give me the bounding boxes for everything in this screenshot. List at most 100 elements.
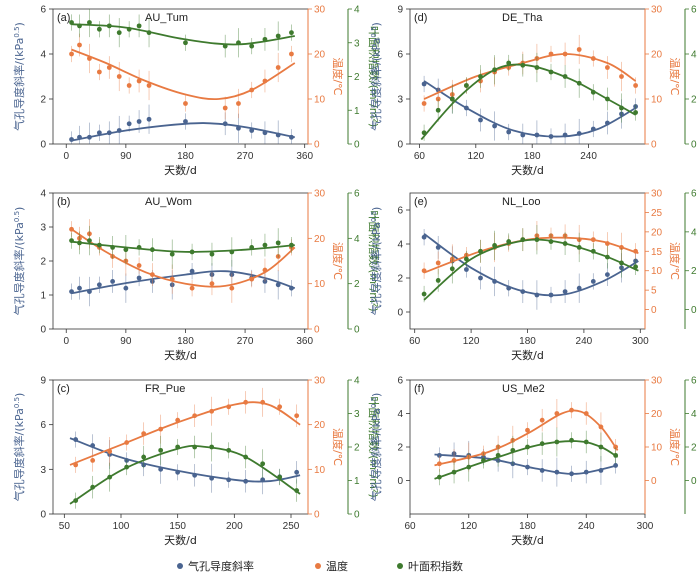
panel-label: (b) bbox=[57, 196, 70, 208]
y-left-tick-label: 3 bbox=[40, 465, 46, 476]
slope-point bbox=[275, 282, 281, 288]
lai-point bbox=[464, 83, 469, 88]
temp-point bbox=[236, 101, 241, 106]
x-tick-label: 180 bbox=[519, 336, 536, 347]
slope-point bbox=[96, 282, 102, 288]
x-tick-label: 150 bbox=[169, 521, 186, 532]
slope-point bbox=[492, 123, 497, 129]
temp-tick-label: 20 bbox=[314, 420, 326, 431]
lai-point bbox=[289, 30, 294, 36]
y-left-tick-label: 9 bbox=[397, 5, 403, 16]
x-tick-label: 90 bbox=[120, 336, 132, 347]
chart-panel-AU_Wom: (b) AU_Wom 0 90 180 270 360 天数/d 0 1 2 3 4 气孔导度斜率/(kP… bbox=[12, 189, 381, 363]
slope-point bbox=[506, 129, 512, 135]
y-left-tick-label: 6 bbox=[397, 50, 403, 61]
temp-point bbox=[116, 74, 122, 79]
lai-axis-label: 叶面积指数/(m²/m²) bbox=[367, 26, 381, 127]
temp-tick-label: 20 bbox=[651, 227, 663, 238]
temp-axis-label: 温度/℃ bbox=[331, 242, 345, 280]
lai-point bbox=[87, 20, 92, 25]
y-left-tick-label: 2 bbox=[40, 257, 46, 268]
y-left-tick-label: 0 bbox=[40, 140, 46, 151]
slope-point bbox=[136, 119, 142, 124]
lai-point bbox=[169, 251, 175, 257]
panel-label: (d) bbox=[414, 12, 427, 24]
temp-tick-label: 25 bbox=[651, 208, 663, 219]
temp-tick-label: 30 bbox=[651, 189, 663, 200]
y-left-axis-label: 气孔导度斜率/(kPa0.5) bbox=[12, 207, 26, 316]
lai-point bbox=[435, 107, 441, 113]
site-title: DE_Tha bbox=[502, 12, 543, 24]
y-left-tick-label: 4 bbox=[40, 50, 46, 61]
x-axis-label: 天数/d bbox=[511, 534, 544, 547]
plot-frame bbox=[52, 192, 309, 330]
temp-tick-label: 20 bbox=[651, 409, 663, 420]
panel-label: (e) bbox=[414, 196, 427, 208]
temp-point bbox=[90, 458, 96, 463]
temp-point bbox=[277, 404, 283, 410]
temp-point bbox=[136, 78, 142, 84]
x-tick-label: 50 bbox=[59, 521, 71, 532]
y-left-tick-label: 2 bbox=[397, 443, 403, 454]
slope-point bbox=[464, 267, 469, 272]
slope-point bbox=[562, 289, 568, 294]
lai-tick-label: 2 bbox=[354, 443, 360, 454]
lai-tick-label: 4 bbox=[691, 50, 697, 61]
slope-fit-line bbox=[434, 453, 618, 475]
temp-point bbox=[294, 413, 300, 419]
legend-marker-temp bbox=[315, 563, 321, 569]
x-tick-label: 0 bbox=[63, 336, 69, 347]
y-left-axis-label: 气孔导度斜率/(kPa0.5) bbox=[369, 22, 383, 131]
slope-point bbox=[590, 279, 596, 284]
x-tick-label: 0 bbox=[63, 151, 69, 162]
slope-point bbox=[478, 275, 483, 281]
slope-point bbox=[189, 268, 195, 274]
slope-fit-line bbox=[71, 270, 296, 295]
y-left-axis-label: 气孔导度斜率/(kPa0.5) bbox=[369, 393, 383, 502]
lai-point bbox=[260, 461, 266, 467]
slope-point bbox=[136, 275, 142, 281]
x-tick-label: 180 bbox=[177, 336, 194, 347]
temp-point bbox=[619, 74, 624, 79]
y-left-tick-label: 6 bbox=[40, 420, 46, 431]
x-tick-label: 240 bbox=[578, 521, 595, 532]
lai-point bbox=[275, 33, 281, 39]
x-axis-label: 天数/d bbox=[164, 534, 197, 547]
site-title: AU_Tum bbox=[145, 12, 188, 24]
slope-fit-line bbox=[71, 122, 295, 142]
site-title: AU_Wom bbox=[145, 196, 192, 208]
lai-tick-label: 1 bbox=[354, 106, 360, 117]
lai-fit-line bbox=[71, 23, 295, 46]
lai-tick-label: 6 bbox=[691, 376, 697, 387]
legend-marker-slope bbox=[177, 563, 183, 569]
temp-axis-label: 温度/℃ bbox=[668, 57, 682, 95]
lai-point bbox=[96, 26, 102, 32]
temp-tick-label: 10 bbox=[314, 95, 326, 106]
x-axis-label: 天数/d bbox=[164, 164, 197, 177]
y-left-tick-label: 0 bbox=[397, 476, 403, 487]
lai-fit-line bbox=[420, 63, 637, 141]
y-left-tick-label: 1 bbox=[40, 291, 46, 302]
temp-point bbox=[106, 65, 112, 70]
lai-point bbox=[158, 447, 164, 453]
site-title: FR_Pue bbox=[145, 383, 185, 395]
panel-label: (f) bbox=[414, 383, 424, 395]
lai-fit-line bbox=[423, 238, 639, 301]
lai-fit-line bbox=[71, 240, 295, 253]
slope-fit-line bbox=[69, 437, 301, 483]
temp-fit-line bbox=[71, 228, 296, 288]
temp-tick-label: 10 bbox=[314, 465, 326, 476]
y-left-tick-label: 4 bbox=[40, 189, 46, 200]
slope-fit-line bbox=[423, 233, 639, 297]
x-tick-label: 60 bbox=[409, 336, 421, 347]
temp-tick-label: 0 bbox=[651, 140, 657, 151]
lai-fit-line bbox=[434, 440, 619, 480]
y-left-tick-label: 4 bbox=[397, 409, 403, 420]
temp-axis-label: 温度/℃ bbox=[668, 242, 682, 280]
lai-tick-label: 2 bbox=[354, 72, 360, 83]
lai-tick-label: 0 bbox=[354, 325, 360, 336]
temp-fit-line bbox=[423, 53, 637, 100]
lai-point bbox=[123, 247, 129, 253]
